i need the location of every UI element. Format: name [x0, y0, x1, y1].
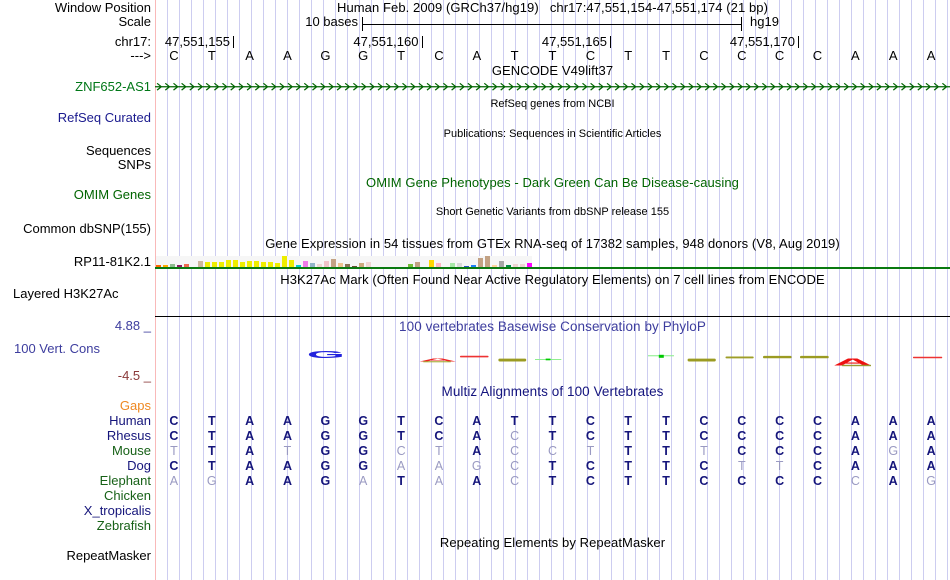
svg-text:A: A — [833, 356, 873, 368]
svg-text:A: A — [418, 358, 457, 363]
svg-text:G: G — [307, 349, 345, 361]
